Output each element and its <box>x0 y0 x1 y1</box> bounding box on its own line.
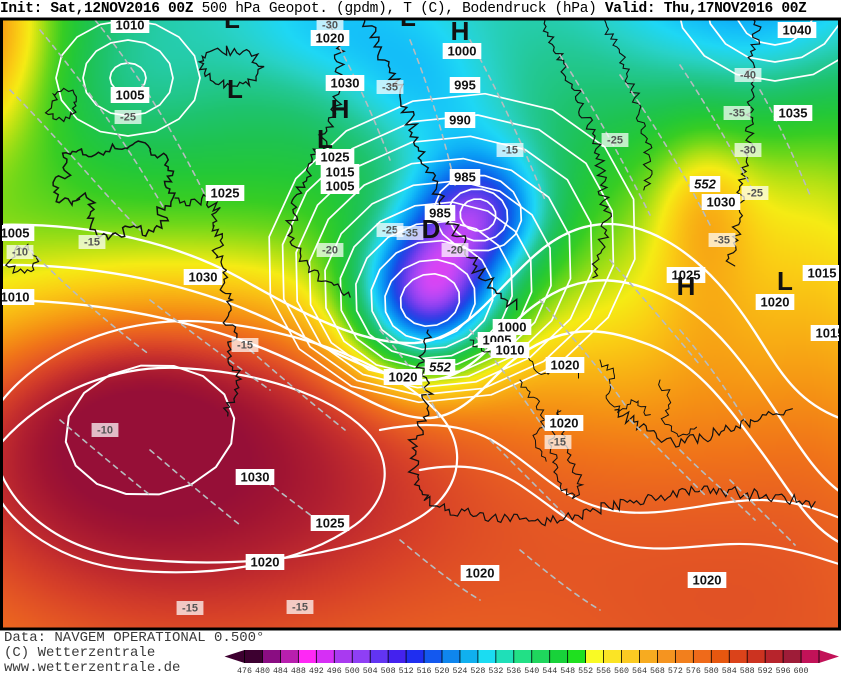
svg-text:985: 985 <box>454 169 476 184</box>
svg-text:-10: -10 <box>97 425 113 437</box>
svg-text:1025: 1025 <box>211 185 240 200</box>
svg-text:1025: 1025 <box>316 515 345 530</box>
svg-text:1020: 1020 <box>761 294 790 309</box>
svg-text:536: 536 <box>506 667 521 675</box>
svg-text:552: 552 <box>429 359 451 374</box>
svg-text:1020: 1020 <box>251 554 280 569</box>
svg-text:1020: 1020 <box>550 415 579 430</box>
svg-text:-25: -25 <box>120 112 136 124</box>
svg-text:L: L <box>777 266 793 296</box>
svg-text:588: 588 <box>740 667 755 675</box>
svg-text:-40: -40 <box>740 70 756 82</box>
svg-text:596: 596 <box>776 667 791 675</box>
svg-text:995: 995 <box>454 77 476 92</box>
svg-text:556: 556 <box>596 667 611 675</box>
svg-text:540: 540 <box>524 667 539 675</box>
svg-text:-15: -15 <box>550 437 566 449</box>
svg-text:L: L <box>317 124 333 154</box>
svg-text:1030: 1030 <box>189 269 218 284</box>
svg-text:-25: -25 <box>382 225 398 237</box>
svg-text:1020: 1020 <box>466 565 495 580</box>
svg-text:H: H <box>677 271 696 301</box>
svg-text:-20: -20 <box>447 245 463 257</box>
svg-text:1035: 1035 <box>779 105 808 120</box>
svg-text:1015: 1015 <box>816 325 841 340</box>
svg-text:1010: 1010 <box>496 342 525 357</box>
svg-text:-15: -15 <box>292 602 308 614</box>
svg-text:1015: 1015 <box>326 164 355 179</box>
svg-text:1005: 1005 <box>116 87 145 102</box>
svg-text:-15: -15 <box>84 237 100 249</box>
svg-text:1030: 1030 <box>707 194 736 209</box>
svg-text:-35: -35 <box>729 108 745 120</box>
svg-text:580: 580 <box>704 667 719 675</box>
svg-text:600: 600 <box>794 667 809 675</box>
svg-text:1015: 1015 <box>808 265 837 280</box>
svg-text:990: 990 <box>449 112 471 127</box>
svg-text:-35: -35 <box>714 235 730 247</box>
svg-text:1040: 1040 <box>783 22 812 37</box>
svg-text:D: D <box>422 214 441 244</box>
svg-text:-15: -15 <box>237 340 253 352</box>
svg-text:H: H <box>451 16 470 46</box>
svg-text:552: 552 <box>694 176 716 191</box>
svg-text:548: 548 <box>560 667 575 675</box>
svg-text:564: 564 <box>632 667 647 675</box>
svg-text:-10: -10 <box>12 247 28 259</box>
svg-text:1005: 1005 <box>326 178 355 193</box>
svg-text:-25: -25 <box>747 188 763 200</box>
svg-text:1020: 1020 <box>551 357 580 372</box>
svg-text:1030: 1030 <box>331 75 360 90</box>
svg-text:576: 576 <box>686 667 701 675</box>
svg-text:-20: -20 <box>322 245 338 257</box>
svg-text:592: 592 <box>758 667 773 675</box>
svg-text:568: 568 <box>650 667 665 675</box>
svg-text:-30: -30 <box>740 145 756 157</box>
svg-text:L: L <box>227 74 243 104</box>
svg-text:584: 584 <box>722 667 737 675</box>
svg-text:-15: -15 <box>182 603 198 615</box>
svg-text:1020: 1020 <box>316 30 345 45</box>
svg-text:-25: -25 <box>607 135 623 147</box>
svg-text:1010: 1010 <box>116 17 145 32</box>
svg-text:-30: -30 <box>322 20 338 32</box>
svg-text:1020: 1020 <box>389 369 418 384</box>
svg-text:-35: -35 <box>402 228 418 240</box>
svg-text:1010: 1010 <box>1 289 30 304</box>
svg-text:H: H <box>331 94 350 124</box>
svg-text:544: 544 <box>542 667 557 675</box>
svg-text:1020: 1020 <box>693 572 722 587</box>
svg-text:1030: 1030 <box>241 469 270 484</box>
svg-text:-35: -35 <box>382 82 398 94</box>
svg-text:1005: 1005 <box>1 225 30 240</box>
svg-text:552: 552 <box>578 667 593 675</box>
svg-text:560: 560 <box>614 667 629 675</box>
svg-text:572: 572 <box>668 667 683 675</box>
svg-text:-15: -15 <box>502 145 518 157</box>
